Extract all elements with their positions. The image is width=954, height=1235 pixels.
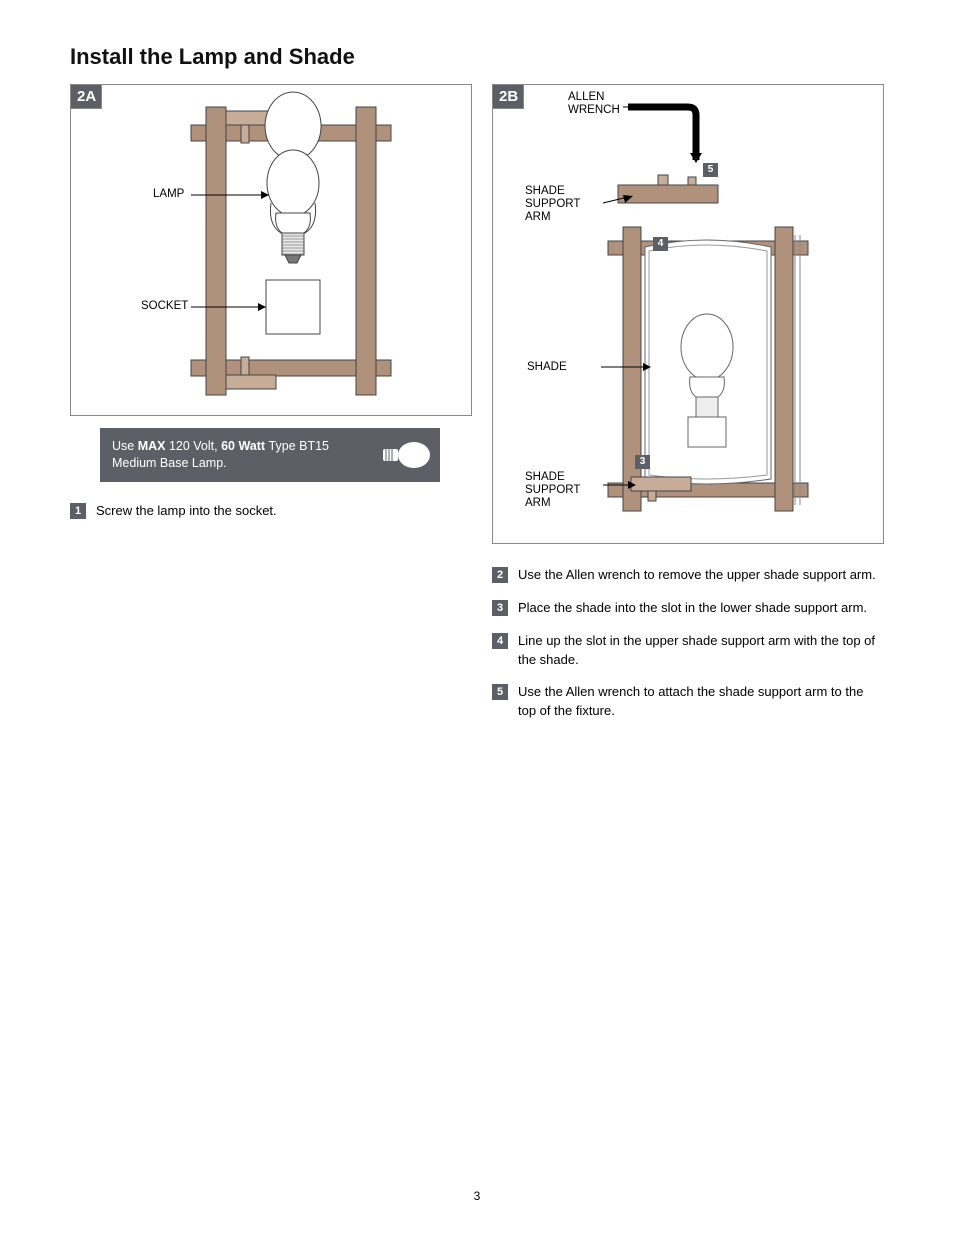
step-4-text: Line up the slot in the upper shade supp…	[518, 632, 884, 670]
step-3: 3 Place the shade into the slot in the l…	[492, 599, 884, 618]
page-number: 3	[0, 1189, 954, 1203]
label-socket: SOCKET	[141, 300, 188, 313]
step-5: 5 Use the Allen wrench to attach the sha…	[492, 683, 884, 721]
step-4: 4 Line up the slot in the upper shade su…	[492, 632, 884, 670]
step-2-text: Use the Allen wrench to remove the upper…	[518, 566, 876, 585]
step-2-number: 2	[492, 567, 508, 583]
step-1-number: 1	[70, 503, 86, 519]
step-2: 2 Use the Allen wrench to remove the upp…	[492, 566, 884, 585]
step-3-text: Place the shade into the slot in the low…	[518, 599, 867, 618]
label-shade-support-arm-top: SHADESUPPORTARM	[525, 185, 580, 225]
right-column: 2B	[482, 84, 884, 735]
label-shade: SHADE	[527, 361, 567, 374]
wattage-callout: Use MAX 120 Volt, 60 Watt Type BT15 Medi…	[100, 428, 440, 482]
label-shade-support-arm-bot: SHADESUPPORTARM	[525, 471, 580, 511]
figure-2a-diagram	[71, 85, 471, 415]
step-1-text: Screw the lamp into the socket.	[96, 502, 277, 521]
figure-2a: 2A	[70, 84, 472, 416]
marker-3: 3	[635, 455, 650, 469]
callout-text: Use MAX 120 Volt, 60 Watt Type BT15 Medi…	[112, 439, 329, 470]
step-1: 1 Screw the lamp into the socket.	[70, 502, 472, 521]
figure-2b: 2B	[492, 84, 884, 544]
left-column: 2A	[70, 84, 472, 535]
steps-right: 2 Use the Allen wrench to remove the upp…	[492, 566, 884, 721]
step-5-text: Use the Allen wrench to attach the shade…	[518, 683, 884, 721]
steps-left: 1 Screw the lamp into the socket.	[70, 502, 472, 521]
label-allen-wrench: ALLEN WRENCH	[568, 91, 620, 117]
step-5-number: 5	[492, 684, 508, 700]
marker-5: 5	[703, 163, 718, 177]
step-4-number: 4	[492, 633, 508, 649]
label-lamp: LAMP	[153, 188, 184, 201]
bulb-icon	[380, 440, 434, 470]
step-3-number: 3	[492, 600, 508, 616]
marker-4: 4	[653, 237, 668, 251]
page-title: Install the Lamp and Shade	[70, 44, 884, 70]
